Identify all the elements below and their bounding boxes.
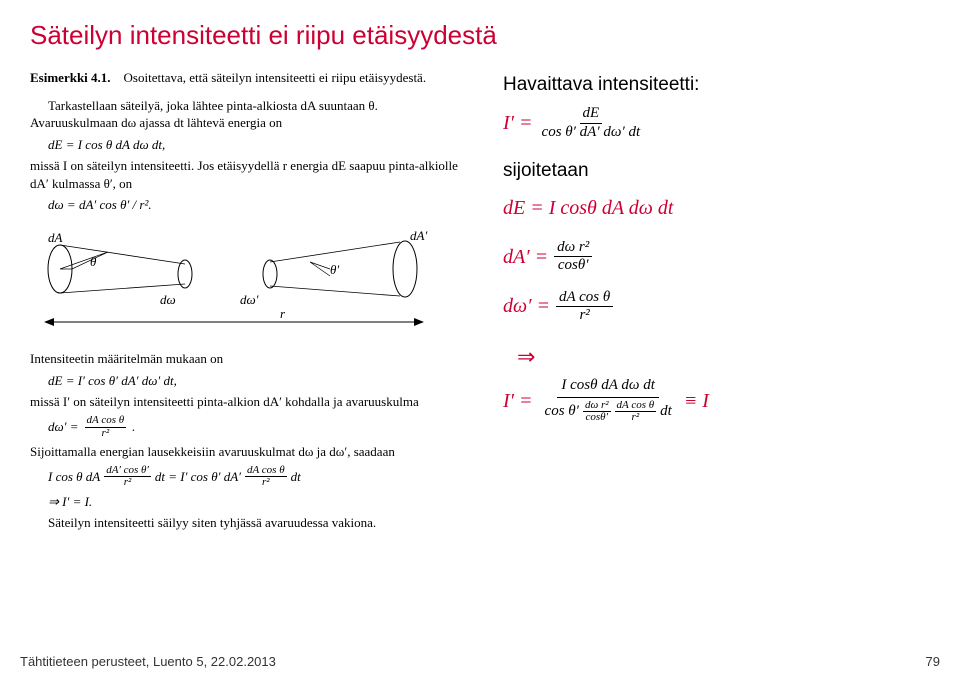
big-frac: I cosθ dA dω dt cos θ′ dω r² cosθ′ dA co… <box>541 377 676 423</box>
eq-5: I cos θ dA dA′ cos θ′ r² dt = I′ cos θ′ … <box>48 465 475 489</box>
f1-lhs: I′ = <box>503 106 533 140</box>
eq4-lhs: dω′ = <box>48 418 79 436</box>
eq-6: ⇒ I′ = I. <box>48 493 475 511</box>
label-theta: θ <box>90 254 97 269</box>
example-number: Esimerkki 4.1. <box>30 70 111 85</box>
label-dA: dA <box>48 230 63 245</box>
s2-lhs: dA′ = <box>503 240 548 274</box>
example-heading-block: Esimerkki 4.1. Osoitettava, että säteily… <box>30 69 475 87</box>
formula-dE: dE = I cosθ dA dω dt <box>503 191 930 225</box>
right-column: Havaittava intensiteetti: I′ = dE cos θ′… <box>503 69 930 532</box>
label-r: r <box>280 306 286 321</box>
page-number: 79 <box>926 654 940 669</box>
diagram-svg: dA θ dω dω′ <box>30 224 460 334</box>
eq-4: dω′ = dA cos θ r² . <box>48 415 475 439</box>
para-5: Sijoittamalla energian lausekkeisiin ava… <box>30 443 475 461</box>
big-lhs: I′ = <box>503 384 533 418</box>
eq-3: dE = I′ cos θ′ dA′ dω′ dt, <box>48 372 475 390</box>
f1-frac: dE cos θ′ dA′ dω′ dt <box>539 105 644 141</box>
para-4: missä I′ on säteilyn intensiteetti pinta… <box>30 393 475 411</box>
formula-result: I′ = I cosθ dA dω dt cos θ′ dω r² cosθ′ … <box>503 377 930 423</box>
left-column: Esimerkki 4.1. Osoitettava, että säteily… <box>30 69 475 532</box>
para-3: Intensiteetin määritelmän mukaan on <box>30 350 475 368</box>
eq-2: dω = dA′ cos θ′ / r². <box>48 196 475 214</box>
label-thetap: θ′ <box>330 262 339 277</box>
geometry-diagram: dA θ dω dω′ <box>30 224 475 339</box>
para-1b: Avaruuskulmaan dω ajassa dt lähtevä ener… <box>30 114 475 132</box>
para-2: missä I on säteilyn intensiteetti. Jos e… <box>30 157 475 192</box>
s3-lhs: dω′ = <box>503 289 550 323</box>
footer-text: Tähtitieteen perusteet, Luento 5, 22.02.… <box>20 654 276 669</box>
s3-frac: dA cos θ r² <box>556 289 613 325</box>
example-lead: Osoitettava, että säteilyn intensiteetti… <box>124 70 427 85</box>
s2-frac: dω r² cosθ′ <box>554 239 592 275</box>
right-label-2: sijoitetaan <box>503 155 930 187</box>
eq4-frac: dA cos θ r² <box>85 415 127 439</box>
big-rhs: ≡ I <box>684 384 709 418</box>
arrow-implies: ⇒ <box>517 338 930 375</box>
s1: dE = I cosθ dA dω dt <box>503 191 673 225</box>
columns: Esimerkki 4.1. Osoitettava, että säteily… <box>30 69 930 532</box>
para-1a: Tarkastellaan säteilyä, joka lähtee pint… <box>30 97 475 115</box>
label-domega: dω <box>160 292 176 307</box>
right-label-1: Havaittava intensiteetti: <box>503 69 930 101</box>
formula-dAprime: dA′ = dω r² cosθ′ <box>503 239 930 275</box>
footer: Tähtitieteen perusteet, Luento 5, 22.02.… <box>20 654 940 669</box>
label-domegap: dω′ <box>240 292 259 307</box>
eq-1: dE = I cos θ dA dω dt, <box>48 136 475 154</box>
slide-title: Säteilyn intensiteetti ei riipu etäisyyd… <box>30 20 930 51</box>
para-6: Säteilyn intensiteetti säilyy siten tyhj… <box>30 514 475 532</box>
slide: Säteilyn intensiteetti ei riipu etäisyyd… <box>0 0 960 681</box>
formula-domegaprime: dω′ = dA cos θ r² <box>503 289 930 325</box>
formula-Iprime: I′ = dE cos θ′ dA′ dω′ dt <box>503 105 930 141</box>
label-dAp: dA′ <box>410 228 427 243</box>
